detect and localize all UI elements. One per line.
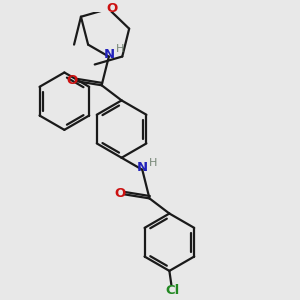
Text: Cl: Cl bbox=[166, 284, 180, 297]
Text: O: O bbox=[114, 187, 126, 200]
Text: H: H bbox=[116, 44, 124, 54]
Text: O: O bbox=[106, 2, 117, 15]
Text: H: H bbox=[149, 158, 158, 167]
Text: N: N bbox=[137, 161, 148, 174]
Text: N: N bbox=[103, 48, 114, 61]
Text: O: O bbox=[67, 74, 78, 87]
